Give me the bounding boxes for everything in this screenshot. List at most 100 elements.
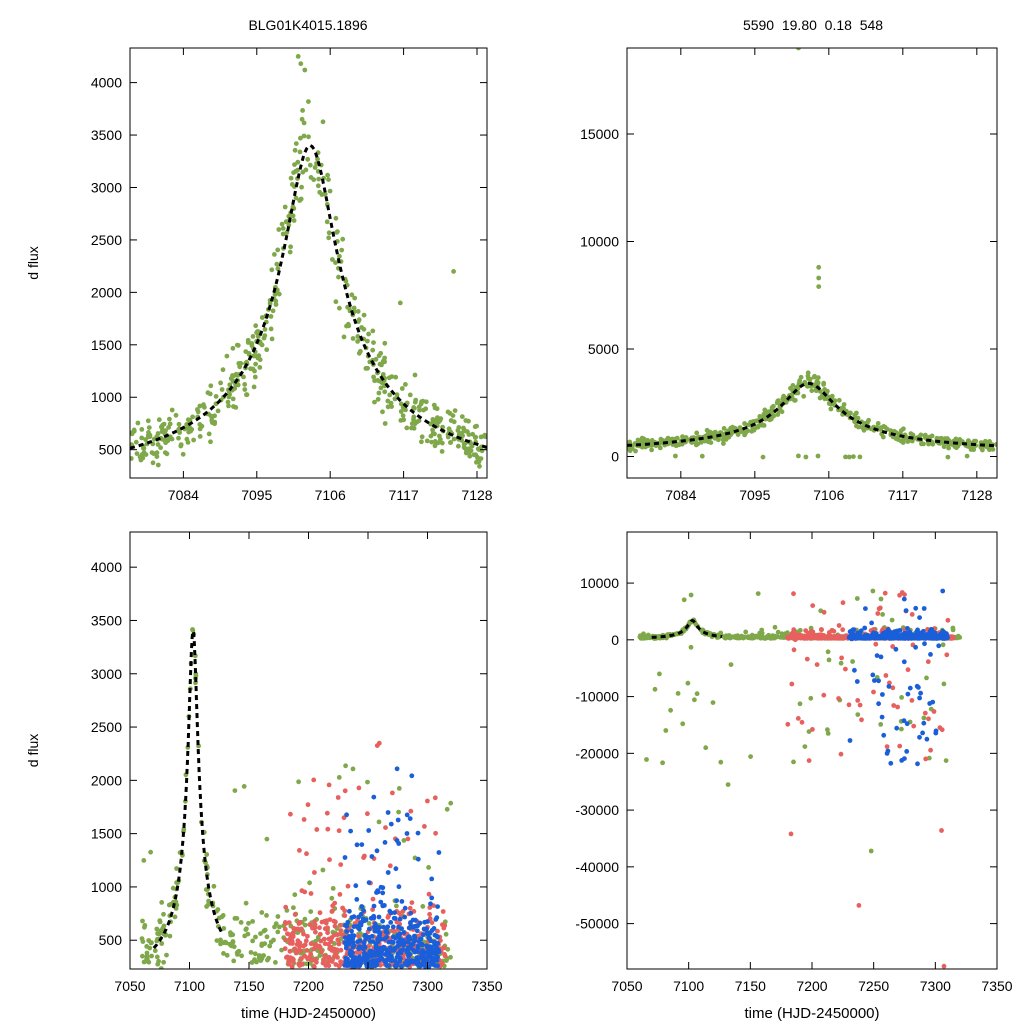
data-point bbox=[946, 445, 951, 451]
data-point bbox=[944, 436, 950, 441]
data-point bbox=[246, 920, 251, 926]
data-point bbox=[409, 958, 415, 964]
data-point bbox=[172, 914, 178, 920]
data-point bbox=[627, 448, 633, 454]
data-point bbox=[361, 908, 366, 913]
data-point bbox=[442, 953, 448, 959]
data-point bbox=[796, 453, 801, 459]
data-point bbox=[878, 722, 884, 727]
data-point bbox=[342, 855, 348, 860]
data-point bbox=[286, 920, 292, 925]
data-point bbox=[771, 403, 776, 409]
data-point bbox=[301, 133, 307, 139]
data-point bbox=[143, 437, 149, 442]
data-point bbox=[413, 397, 419, 403]
data-point bbox=[355, 962, 361, 968]
x-axis-label: time (HJD-2450000) bbox=[241, 1005, 376, 1022]
data-point bbox=[376, 390, 382, 396]
data-point bbox=[367, 949, 373, 954]
data-point bbox=[786, 635, 792, 641]
data-point bbox=[145, 418, 151, 424]
data-point bbox=[371, 340, 376, 345]
data-point bbox=[235, 373, 240, 378]
data-point bbox=[433, 830, 438, 836]
data-point bbox=[253, 323, 259, 329]
data-point bbox=[805, 370, 811, 376]
data-point bbox=[924, 736, 930, 742]
data-point bbox=[710, 700, 716, 705]
data-point bbox=[250, 366, 256, 372]
data-point bbox=[331, 932, 337, 938]
data-point bbox=[873, 641, 879, 647]
data-point bbox=[836, 397, 842, 403]
data-point bbox=[248, 950, 254, 955]
data-point bbox=[847, 738, 853, 743]
data-point bbox=[432, 443, 438, 449]
data-point bbox=[829, 634, 834, 640]
data-point bbox=[875, 421, 881, 426]
data-point bbox=[817, 635, 823, 641]
data-point bbox=[197, 426, 203, 432]
data-point bbox=[806, 376, 811, 381]
data-point bbox=[644, 757, 649, 762]
data-point bbox=[394, 954, 400, 960]
data-point bbox=[466, 418, 471, 424]
data-point bbox=[303, 167, 309, 173]
data-point bbox=[317, 931, 323, 937]
data-point bbox=[317, 925, 322, 931]
data-point bbox=[721, 441, 726, 446]
data-point bbox=[367, 359, 373, 365]
data-point bbox=[850, 629, 855, 635]
data-point bbox=[273, 960, 278, 965]
data-point bbox=[422, 950, 428, 956]
data-point bbox=[721, 426, 727, 431]
data-point bbox=[990, 447, 996, 452]
data-point bbox=[232, 916, 238, 921]
data-point bbox=[385, 404, 391, 410]
data-point bbox=[279, 221, 285, 227]
y-tick-label: 10000 bbox=[580, 575, 619, 591]
data-point bbox=[419, 434, 425, 440]
data-point bbox=[924, 675, 929, 681]
data-point bbox=[971, 447, 976, 453]
data-point bbox=[891, 703, 897, 708]
data-point bbox=[922, 710, 928, 716]
data-point bbox=[838, 751, 844, 757]
data-point bbox=[329, 958, 335, 964]
data-point bbox=[429, 960, 435, 965]
data-point bbox=[368, 963, 374, 969]
data-point bbox=[928, 652, 933, 657]
data-point bbox=[901, 659, 907, 665]
data-point bbox=[303, 938, 309, 944]
data-point bbox=[791, 627, 797, 633]
data-point bbox=[250, 919, 256, 924]
data-point bbox=[371, 794, 377, 800]
data-point bbox=[259, 910, 265, 915]
data-point bbox=[652, 686, 658, 692]
data-point bbox=[374, 848, 380, 854]
data-point bbox=[839, 405, 844, 411]
data-point bbox=[994, 442, 997, 447]
data-point bbox=[342, 935, 348, 940]
data-point bbox=[944, 652, 950, 658]
data-point bbox=[876, 606, 882, 612]
data-point bbox=[295, 930, 300, 935]
data-point bbox=[273, 298, 279, 304]
data-point bbox=[371, 924, 377, 930]
data-point bbox=[352, 295, 358, 301]
panel-bottom-right: 7050 7100 7150 7200 7250 7300 7350 -50000 -40000… bbox=[575, 531, 1013, 1022]
data-point bbox=[353, 883, 359, 889]
data-point bbox=[316, 176, 322, 182]
x-tick-label: 7350 bbox=[981, 978, 1012, 994]
data-point bbox=[380, 358, 386, 364]
data-point bbox=[399, 386, 405, 391]
data-point bbox=[381, 924, 386, 930]
data-point bbox=[280, 231, 286, 237]
data-point bbox=[859, 634, 865, 640]
data-point bbox=[398, 950, 404, 956]
data-point bbox=[850, 659, 855, 664]
data-point bbox=[439, 449, 445, 454]
data-point bbox=[814, 379, 820, 385]
data-point bbox=[789, 630, 795, 636]
data-point bbox=[926, 716, 931, 722]
